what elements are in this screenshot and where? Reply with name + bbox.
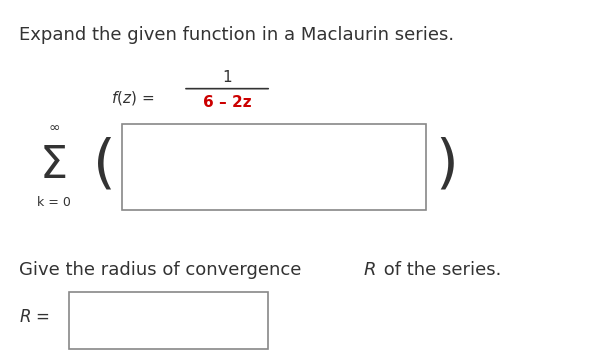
Text: Give the radius of convergence: Give the radius of convergence: [19, 261, 307, 279]
FancyBboxPatch shape: [69, 292, 268, 349]
Text: $R$: $R$: [363, 261, 376, 279]
Text: Σ: Σ: [40, 144, 68, 187]
FancyBboxPatch shape: [121, 124, 426, 210]
Text: 6 – 2z: 6 – 2z: [203, 95, 252, 111]
Text: of the series.: of the series.: [378, 261, 502, 279]
Text: Expand the given function in a Maclaurin series.: Expand the given function in a Maclaurin…: [19, 26, 454, 44]
Text: ): ): [435, 137, 458, 194]
Text: $f(z)$ =: $f(z)$ =: [111, 89, 154, 107]
Text: (: (: [92, 137, 115, 194]
Text: $R$ =: $R$ =: [19, 308, 50, 326]
Text: ∞: ∞: [48, 121, 60, 135]
Text: 1: 1: [222, 70, 232, 85]
Text: k = 0: k = 0: [37, 196, 71, 209]
